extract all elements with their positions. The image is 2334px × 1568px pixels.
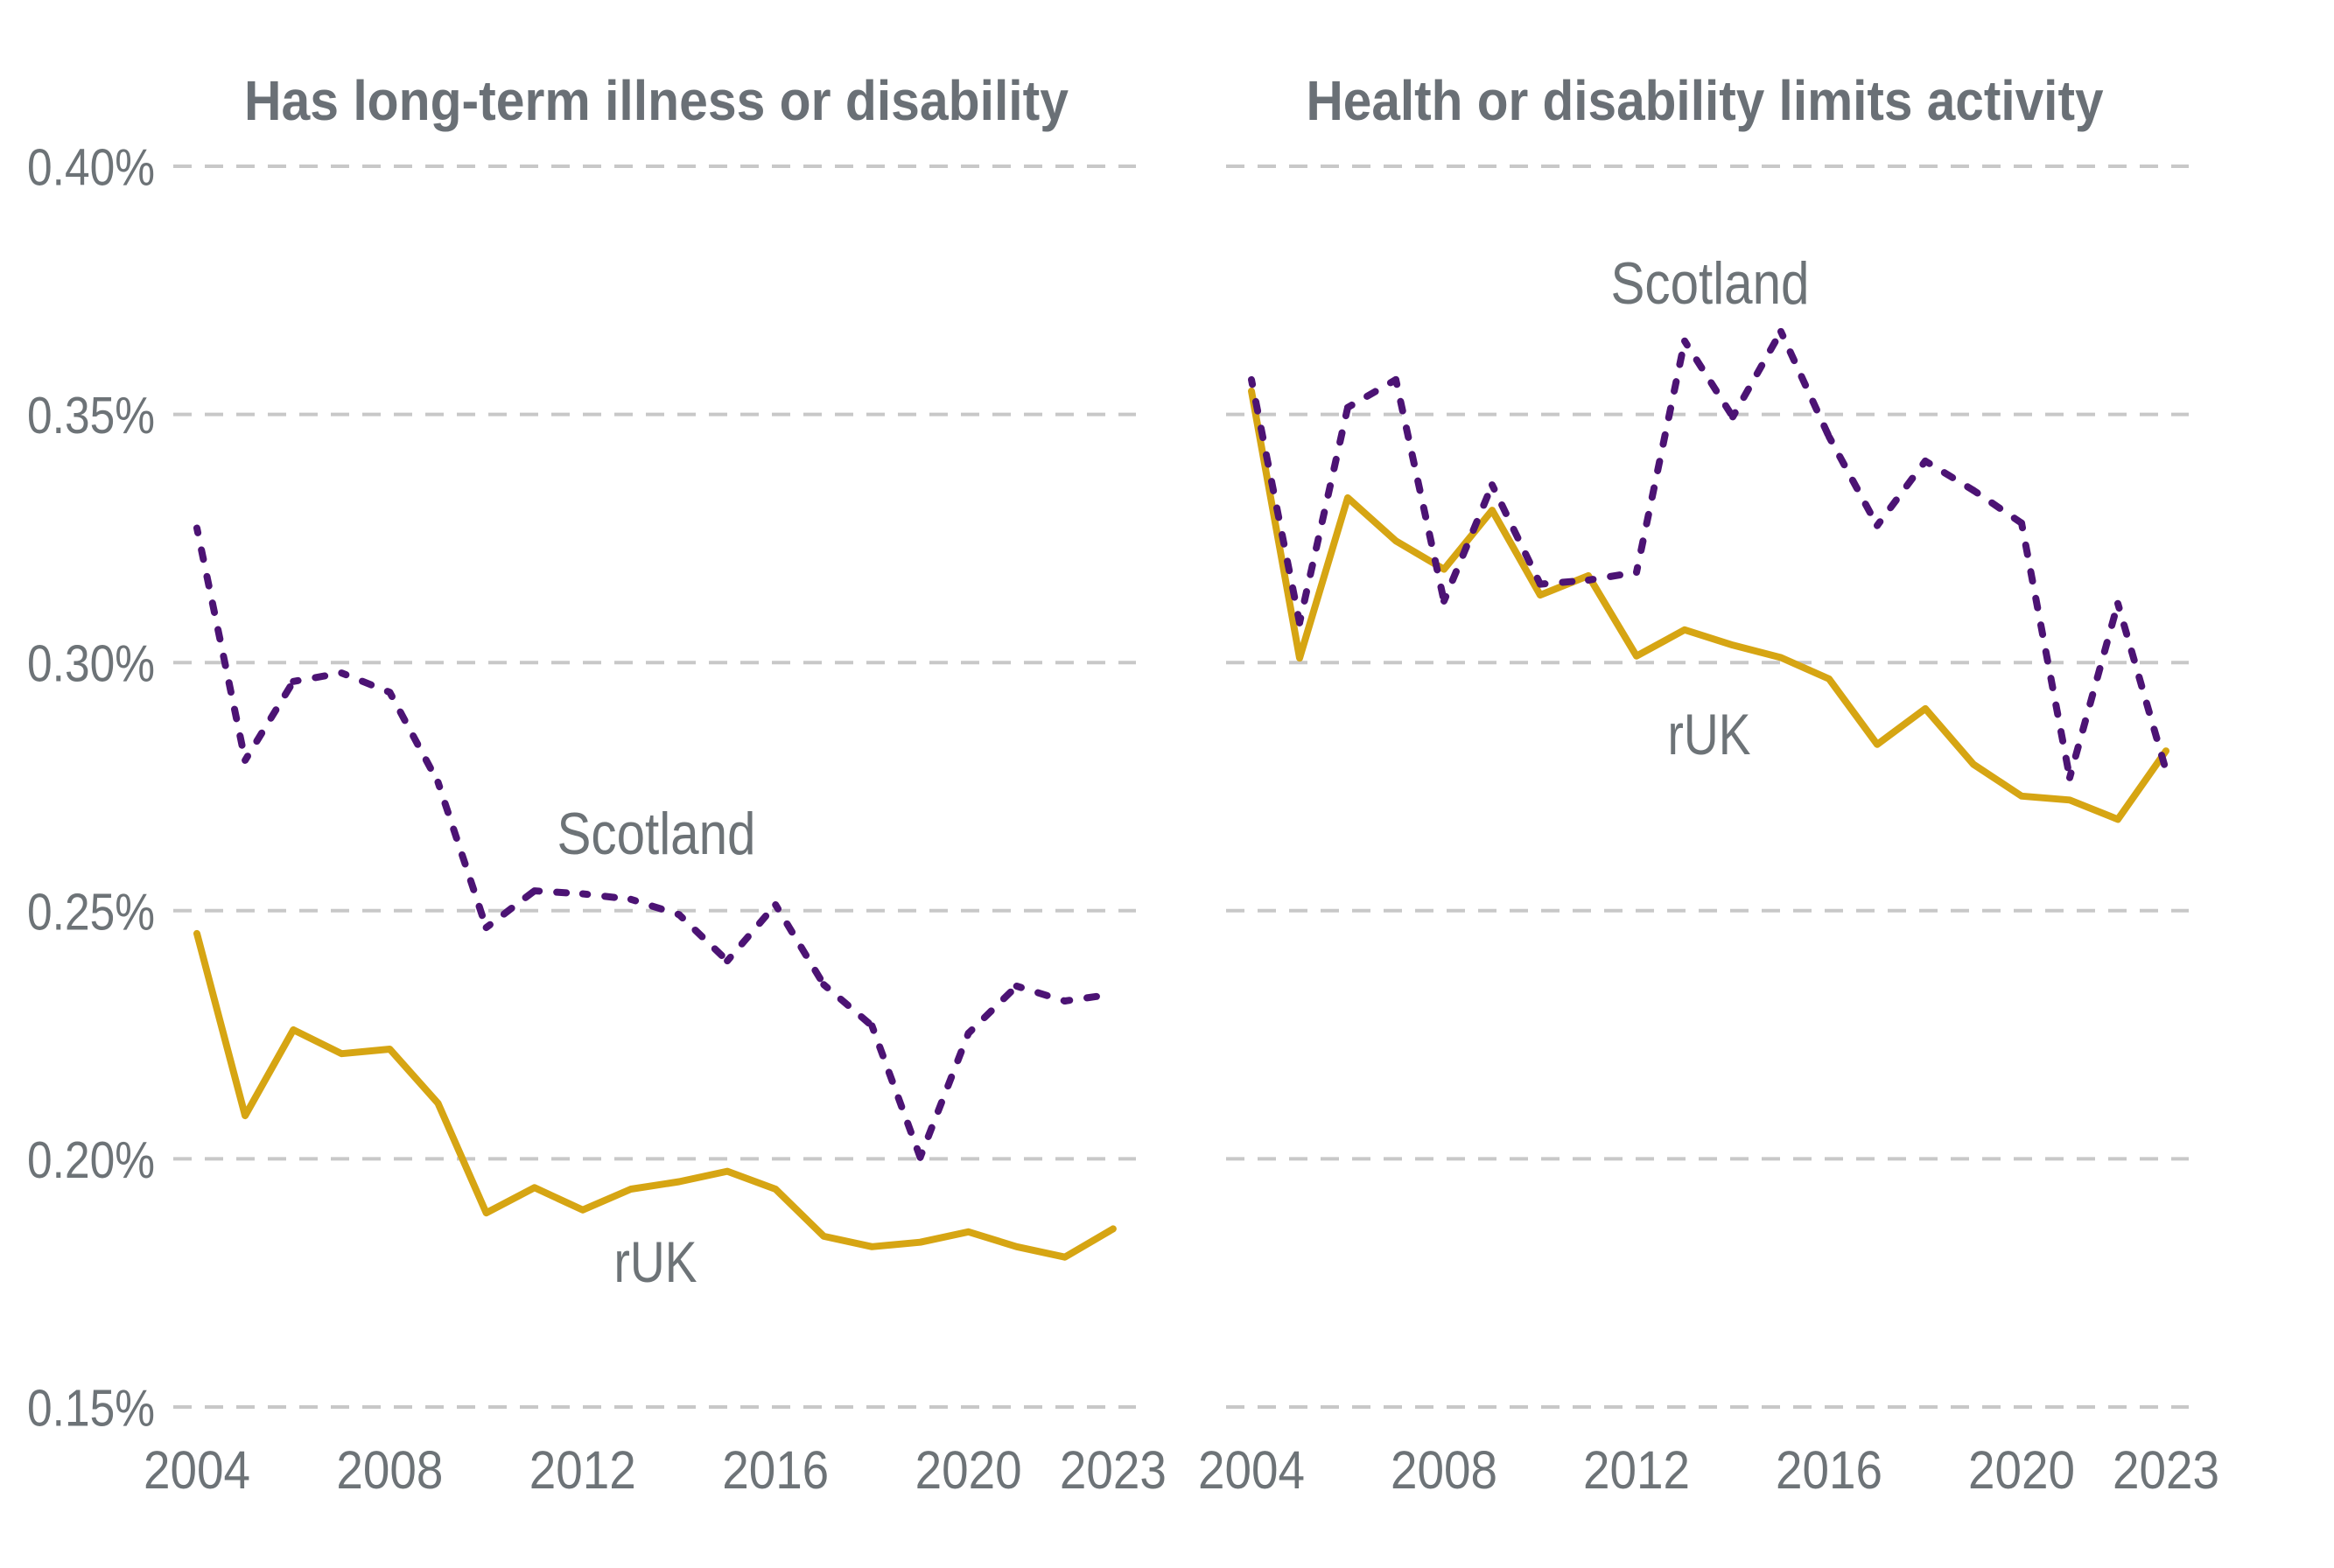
svg-text:2020: 2020 — [915, 1440, 1022, 1500]
svg-text:2008: 2008 — [1391, 1440, 1497, 1500]
svg-text:0.15%: 0.15% — [27, 1380, 155, 1438]
svg-text:2016: 2016 — [722, 1440, 829, 1500]
svg-text:0.20%: 0.20% — [27, 1131, 155, 1189]
svg-text:2016: 2016 — [1776, 1440, 1882, 1500]
svg-text:Scotland: Scotland — [1611, 250, 1810, 317]
svg-text:2023: 2023 — [2113, 1440, 2219, 1500]
svg-text:Scotland: Scotland — [557, 801, 756, 867]
svg-text:0.25%: 0.25% — [27, 883, 155, 941]
svg-text:rUK: rUK — [614, 1229, 697, 1294]
svg-text:2023: 2023 — [1060, 1440, 1167, 1500]
svg-text:2012: 2012 — [1583, 1440, 1690, 1500]
svg-text:2008: 2008 — [336, 1440, 443, 1500]
svg-text:rUK: rUK — [1668, 702, 1751, 766]
svg-text:0.40%: 0.40% — [27, 139, 155, 197]
svg-text:2020: 2020 — [1968, 1440, 2075, 1500]
svg-text:2012: 2012 — [529, 1440, 636, 1500]
svg-text:2004: 2004 — [1198, 1440, 1305, 1500]
svg-text:Health or disability limits ac: Health or disability limits activity — [1307, 69, 2104, 132]
svg-text:0.30%: 0.30% — [27, 635, 155, 693]
svg-text:2004: 2004 — [144, 1440, 250, 1500]
svg-text:Has long-term illness or disab: Has long-term illness or disability — [244, 69, 1069, 132]
svg-text:0.35%: 0.35% — [27, 387, 155, 444]
